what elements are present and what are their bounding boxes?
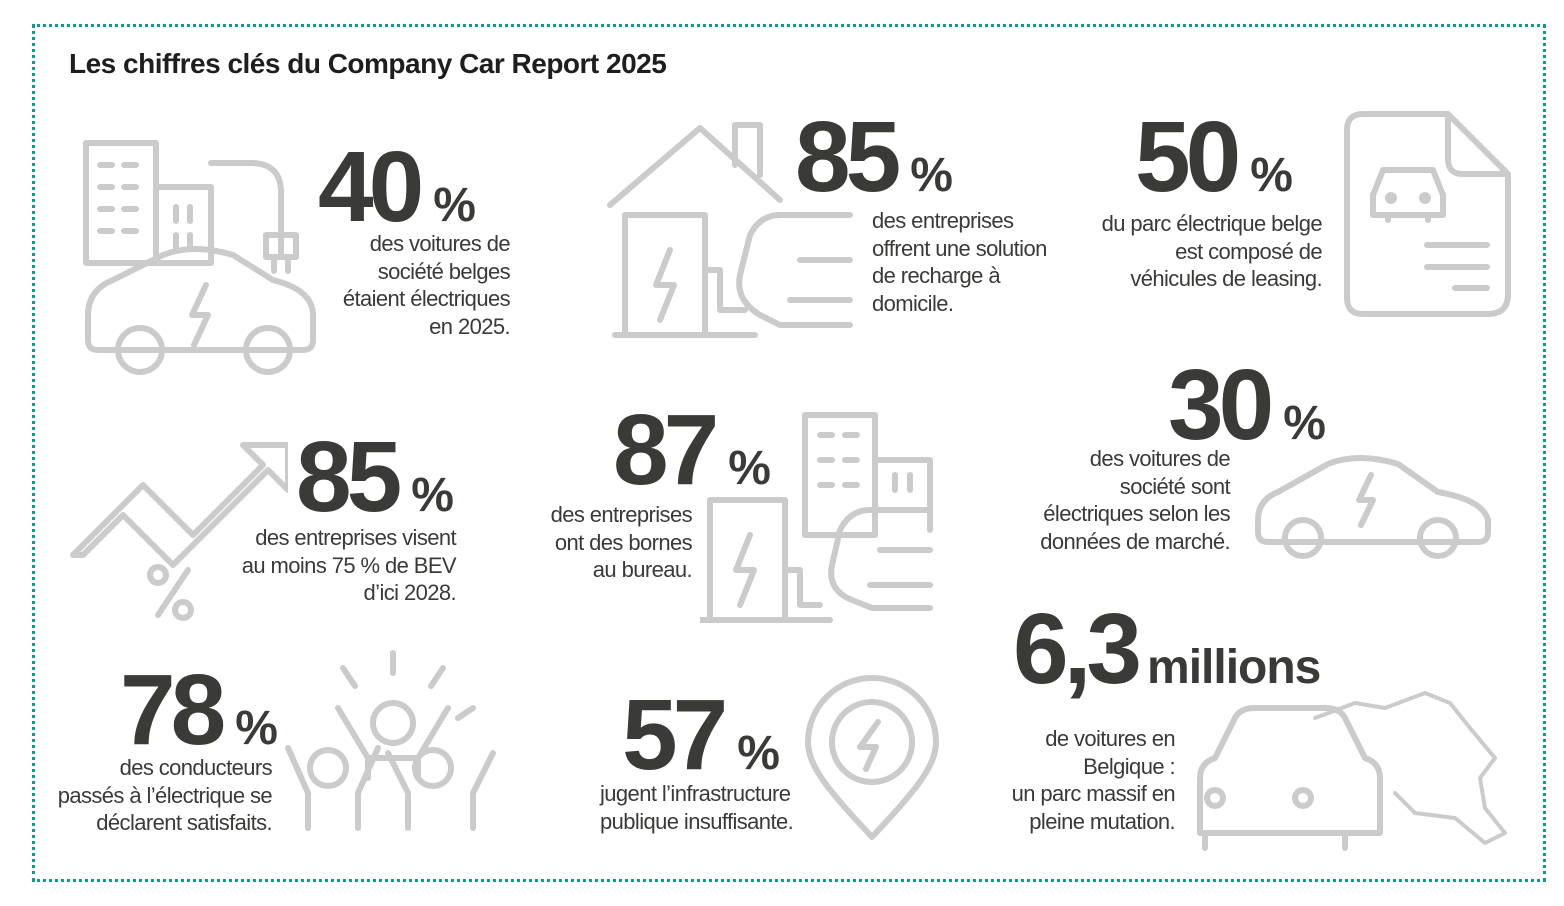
stat-home-charging-value: 85% xyxy=(795,101,953,213)
stat-ev-share-2025-value: 40% xyxy=(318,131,476,243)
stat-office-chargers-value: 87% xyxy=(613,394,771,506)
home-charger-icon xyxy=(607,122,853,338)
stat-bev-target-value: 85% xyxy=(296,421,454,533)
growth-arrow-icon xyxy=(70,442,288,621)
building-ev-car-plug-icon xyxy=(83,140,316,375)
leasing-document-icon xyxy=(1344,111,1511,317)
stat-office-chargers-text: des entreprises ont des bornes au bureau. xyxy=(550,502,693,582)
dotted-border xyxy=(32,24,1546,882)
stat-car-fleet-text: de voitures en Belgique : un parc massif e… xyxy=(1011,726,1176,834)
happy-people-icon xyxy=(285,650,496,831)
stat-ev-share-2025-text: des voitures de société belges étaient éle… xyxy=(342,231,511,339)
electric-car-icon xyxy=(1255,455,1491,559)
stat-market-ev-share-text: des voitures de société sont électriques s… xyxy=(1040,446,1230,554)
stat-leasing-text: du parc électrique belge est composé de vé… xyxy=(1101,211,1323,291)
office-charger-icon xyxy=(700,412,933,623)
stat-public-infrastructure-value: 57% xyxy=(622,679,780,791)
stat-leasing-value: 50% xyxy=(1135,101,1293,213)
belgium-car-icon xyxy=(1197,691,1507,851)
stat-driver-satisfaction-value: 78% xyxy=(120,654,278,766)
page-title: Les chiffres clés du Company Car Report … xyxy=(69,48,667,79)
stat-home-charging-text: des entreprises offrent une solution de re… xyxy=(872,208,1047,316)
stat-car-fleet-value: 6,3 millions xyxy=(1013,593,1321,705)
stat-bev-target-text: des entreprises visent au moins 75 % de B… xyxy=(241,525,457,605)
stat-public-infrastructure-text: jugent l’infrastructure publique insuffis… xyxy=(600,781,794,834)
charging-pin-icon xyxy=(805,675,939,840)
stat-market-ev-share-value: 30% xyxy=(1168,349,1326,461)
stat-driver-satisfaction-text: des conducteurs passés à l’électrique se d… xyxy=(57,755,273,835)
